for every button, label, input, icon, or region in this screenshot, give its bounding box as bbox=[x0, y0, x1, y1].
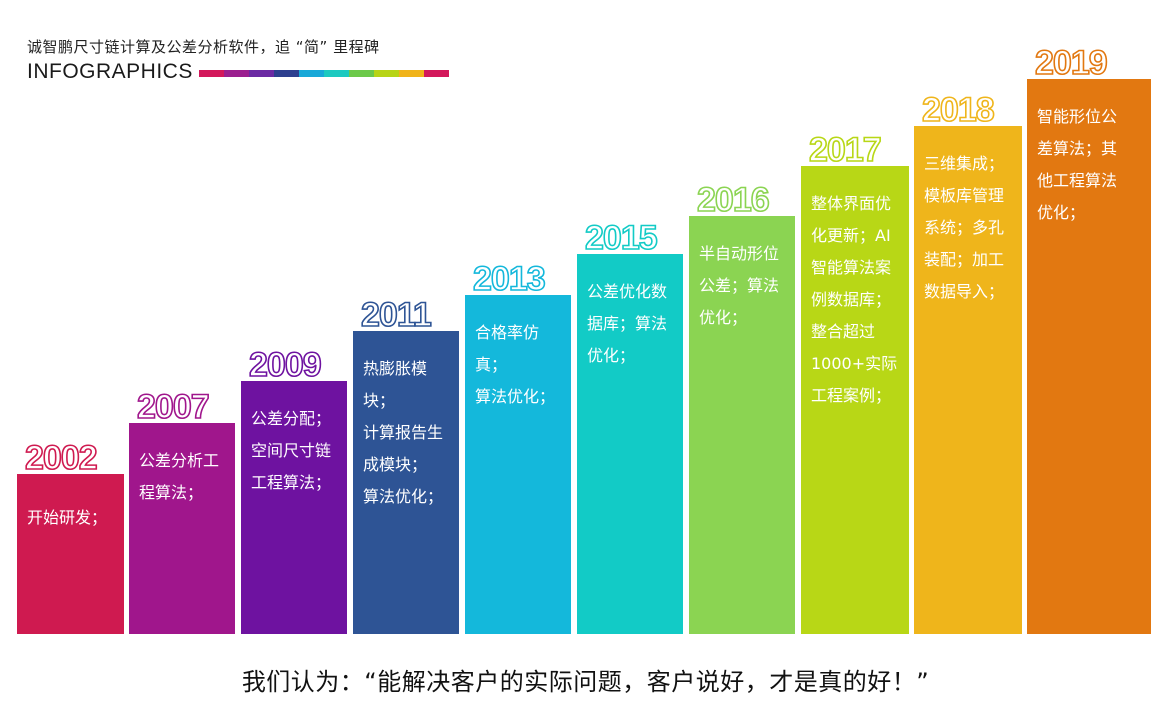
strip-segment bbox=[274, 70, 299, 77]
year-label: 2011 bbox=[360, 296, 432, 334]
timeline-step-2015: 2015 公差优化数 据库；算法 优化； bbox=[577, 218, 683, 634]
year-label: 2007 bbox=[136, 388, 210, 426]
year-label: 2013 bbox=[472, 260, 546, 298]
year-label: 2018 bbox=[921, 91, 995, 129]
year-bar: 公差分析工 程算法； bbox=[129, 423, 235, 634]
year-label: 2017 bbox=[808, 131, 882, 169]
year-bar: 三维集成； 模板库管理 系统；多孔 装配；加工 数据导入； bbox=[914, 126, 1022, 634]
milestone-text: 三维集成； 模板库管理 系统；多孔 装配；加工 数据导入； bbox=[924, 154, 1005, 301]
strip-segment bbox=[249, 70, 274, 77]
year-bar: 整体界面优 化更新；AI 智能算法案 例数据库； 整合超过 1000+实际 工程… bbox=[801, 166, 909, 634]
strip-segment bbox=[299, 70, 324, 77]
header-title: 诚智鹏尺寸链计算及公差分析软件，追 “简” 里程碑 bbox=[27, 38, 380, 56]
milestone-text: 半自动形位 公差；算法 优化； bbox=[699, 244, 780, 327]
year-label: 2015 bbox=[584, 219, 658, 257]
year-bar: 公差分配； 空间尺寸链 工程算法； bbox=[241, 381, 347, 634]
footer-quote: 我们认为：“能解决客户的实际问题，客户说好，才是真的好！” bbox=[241, 668, 930, 696]
strip-segment bbox=[424, 70, 449, 77]
milestone-text: 智能形位公 差算法；其 他工程算法 优化； bbox=[1037, 107, 1118, 222]
milestone-text: 公差分析工 程算法； bbox=[139, 451, 220, 502]
strip-segment bbox=[199, 70, 224, 77]
year-label: 2009 bbox=[248, 346, 322, 384]
timeline-step-2007: 2007 公差分析工 程算法； bbox=[129, 387, 235, 634]
timeline-step-2017: 2017 整体界面优 化更新；AI 智能算法案 例数据库； 整合超过 1000+实… bbox=[801, 130, 909, 634]
year-bar: 开始研发； bbox=[17, 474, 124, 634]
timeline-step-2002: 2002 开始研发； bbox=[17, 438, 124, 634]
milestone-text: 热膨胀模块； 计算报告生 成模块； 算法优化； bbox=[363, 359, 444, 506]
year-bar: 热膨胀模块； 计算报告生 成模块； 算法优化； bbox=[353, 331, 459, 634]
milestone-text: 开始研发； bbox=[27, 508, 108, 527]
year-label: 2016 bbox=[696, 181, 770, 219]
timeline-step-2018: 2018 三维集成； 模板库管理 系统；多孔 装配；加工 数据导入； bbox=[914, 90, 1022, 634]
strip-segment bbox=[324, 70, 349, 77]
milestone-text: 整体界面优 化更新；AI 智能算法案 例数据库； 整合超过 1000+实际 工程… bbox=[811, 194, 898, 405]
strip-segment bbox=[399, 70, 424, 77]
milestone-text: 公差分配； 空间尺寸链 工程算法； bbox=[251, 409, 332, 492]
header-subtitle: INFOGRAPHICS bbox=[27, 60, 193, 83]
strip-segment bbox=[224, 70, 249, 77]
strip-segment bbox=[374, 70, 399, 77]
year-bar: 合格率仿真； 算法优化； bbox=[465, 295, 571, 634]
timeline-step-2009: 2009 公差分配； 空间尺寸链 工程算法； bbox=[241, 345, 347, 634]
timeline-step-2011: 2011 热膨胀模块； 计算报告生 成模块； 算法优化； bbox=[353, 295, 459, 634]
year-bar: 公差优化数 据库；算法 优化； bbox=[577, 254, 683, 634]
timeline-step-2019: 2019 智能形位公 差算法；其 他工程算法 优化； bbox=[1027, 43, 1151, 634]
year-bar: 半自动形位 公差；算法 优化； bbox=[689, 216, 795, 634]
color-strip bbox=[199, 70, 449, 77]
timeline-step-2013: 2013 合格率仿真； 算法优化； bbox=[465, 259, 571, 634]
milestone-text: 公差优化数 据库；算法 优化； bbox=[587, 282, 668, 365]
year-label: 2019 bbox=[1034, 44, 1108, 82]
year-label: 2002 bbox=[24, 439, 98, 477]
milestone-text: 合格率仿真； 算法优化； bbox=[475, 323, 556, 406]
timeline-step-2016: 2016 半自动形位 公差；算法 优化； bbox=[689, 180, 795, 634]
strip-segment bbox=[349, 70, 374, 77]
year-bar: 智能形位公 差算法；其 他工程算法 优化； bbox=[1027, 79, 1151, 634]
